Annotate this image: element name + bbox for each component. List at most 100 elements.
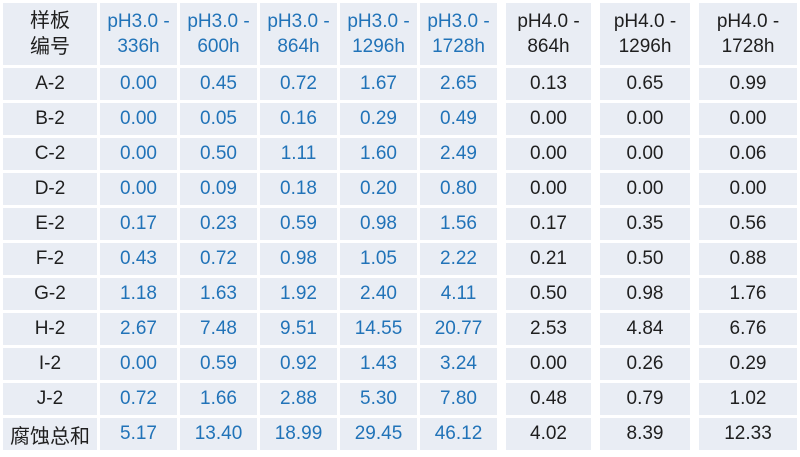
cell: 0.26 <box>594 348 690 380</box>
cell: 0.00 <box>594 103 690 135</box>
table-row: C-2 0.00 0.50 1.11 1.60 2.49 0.00 0.00 0.06 <box>3 138 797 170</box>
cell: 0.59 <box>180 348 257 380</box>
cell: 0.00 <box>100 348 177 380</box>
cell: 2.88 <box>260 383 337 415</box>
cell: 0.29 <box>693 348 797 380</box>
row-label: F-2 <box>3 243 97 275</box>
cell: 0.98 <box>340 208 417 240</box>
cell: 0.00 <box>500 173 591 205</box>
row-label: D-2 <box>3 173 97 205</box>
cell: 0.80 <box>420 173 497 205</box>
cell: 0.99 <box>693 68 797 100</box>
cell: 1.92 <box>260 278 337 310</box>
row-label: 腐蚀总和 <box>3 418 97 450</box>
cell: 0.92 <box>260 348 337 380</box>
cell: 0.72 <box>180 243 257 275</box>
cell: 0.00 <box>500 138 591 170</box>
table-row: E-2 0.17 0.23 0.59 0.98 1.56 0.17 0.35 0.56 <box>3 208 797 240</box>
table-row: G-2 1.18 1.63 1.92 2.40 4.11 0.50 0.98 1.76 <box>3 278 797 310</box>
cell: 6.76 <box>693 313 797 345</box>
cell: 0.05 <box>180 103 257 135</box>
cell: 0.45 <box>180 68 257 100</box>
cell: 2.49 <box>420 138 497 170</box>
cell: 29.45 <box>340 418 417 450</box>
cell: 0.13 <box>500 68 591 100</box>
cell: 0.17 <box>100 208 177 240</box>
total-row: 腐蚀总和 5.17 13.40 18.99 29.45 46.12 4.02 8.39 12.3… <box>3 418 797 450</box>
cell: 0.48 <box>500 383 591 415</box>
cell: 0.00 <box>594 173 690 205</box>
cell: 0.98 <box>594 278 690 310</box>
column-header-ph3-0-600h: pH3.0 -600h <box>180 3 257 65</box>
cell: 2.65 <box>420 68 497 100</box>
table-row: J-2 0.72 1.66 2.88 5.30 7.80 0.48 0.79 1.02 <box>3 383 797 415</box>
cell: 0.98 <box>260 243 337 275</box>
cell: 14.55 <box>340 313 417 345</box>
column-header-ph4-0-1296h: pH4.0 -1296h <box>594 3 690 65</box>
cell: 0.00 <box>693 173 797 205</box>
cell: 1.43 <box>340 348 417 380</box>
cell: 0.23 <box>180 208 257 240</box>
column-header-ph4-0-1728h: pH4.0 -1728h <box>693 3 797 65</box>
cell: 7.48 <box>180 313 257 345</box>
cell: 18.99 <box>260 418 337 450</box>
column-header-ph4-0-864h: pH4.0 -864h <box>500 3 591 65</box>
row-label: B-2 <box>3 103 97 135</box>
cell: 2.53 <box>500 313 591 345</box>
cell: 2.67 <box>100 313 177 345</box>
cell: 0.50 <box>180 138 257 170</box>
cell: 0.00 <box>500 103 591 135</box>
row-label: J-2 <box>3 383 97 415</box>
cell: 0.43 <box>100 243 177 275</box>
cell: 0.00 <box>100 103 177 135</box>
cell: 1.02 <box>693 383 797 415</box>
cell: 0.72 <box>260 68 337 100</box>
cell: 7.80 <box>420 383 497 415</box>
table-row: B-2 0.00 0.05 0.16 0.29 0.49 0.00 0.00 0.00 <box>3 103 797 135</box>
cell: 13.40 <box>180 418 257 450</box>
cell: 0.00 <box>500 348 591 380</box>
table-row: F-2 0.43 0.72 0.98 1.05 2.22 0.21 0.50 0.88 <box>3 243 797 275</box>
cell: 1.05 <box>340 243 417 275</box>
cell: 0.00 <box>100 68 177 100</box>
column-header-ph3-0-864h: pH3.0 -864h <box>260 3 337 65</box>
corner-header-sample-id: 样板 编号 <box>3 3 97 65</box>
row-label: G-2 <box>3 278 97 310</box>
cell: 0.59 <box>260 208 337 240</box>
table-body: A-2 0.00 0.45 0.72 1.67 2.65 0.13 0.65 0.99 B-2 0.… <box>3 68 797 450</box>
cell: 1.60 <box>340 138 417 170</box>
table-row: A-2 0.00 0.45 0.72 1.67 2.65 0.13 0.65 0.99 <box>3 68 797 100</box>
cell: 0.17 <box>500 208 591 240</box>
cell: 0.50 <box>594 243 690 275</box>
cell: 5.30 <box>340 383 417 415</box>
table-row: H-2 2.67 7.48 9.51 14.55 20.77 2.53 4.84 6.76 <box>3 313 797 345</box>
cell: 1.63 <box>180 278 257 310</box>
cell: 0.00 <box>100 173 177 205</box>
cell: 0.00 <box>100 138 177 170</box>
cell: 1.18 <box>100 278 177 310</box>
row-label: H-2 <box>3 313 97 345</box>
cell: 46.12 <box>420 418 497 450</box>
column-header-ph3-0-1728h: pH3.0 -1728h <box>420 3 497 65</box>
cell: 4.02 <box>500 418 591 450</box>
cell: 0.88 <box>693 243 797 275</box>
cell: 20.77 <box>420 313 497 345</box>
cell: 0.06 <box>693 138 797 170</box>
cell: 0.72 <box>100 383 177 415</box>
cell: 0.65 <box>594 68 690 100</box>
cell: 0.18 <box>260 173 337 205</box>
cell: 0.20 <box>340 173 417 205</box>
cell: 0.35 <box>594 208 690 240</box>
column-header-ph3-0-336h: pH3.0 -336h <box>100 3 177 65</box>
cell: 3.24 <box>420 348 497 380</box>
cell: 0.50 <box>500 278 591 310</box>
cell: 0.00 <box>594 138 690 170</box>
cell: 4.84 <box>594 313 690 345</box>
row-label: E-2 <box>3 208 97 240</box>
cell: 8.39 <box>594 418 690 450</box>
cell: 0.16 <box>260 103 337 135</box>
cell: 9.51 <box>260 313 337 345</box>
cell: 0.29 <box>340 103 417 135</box>
cell: 1.11 <box>260 138 337 170</box>
